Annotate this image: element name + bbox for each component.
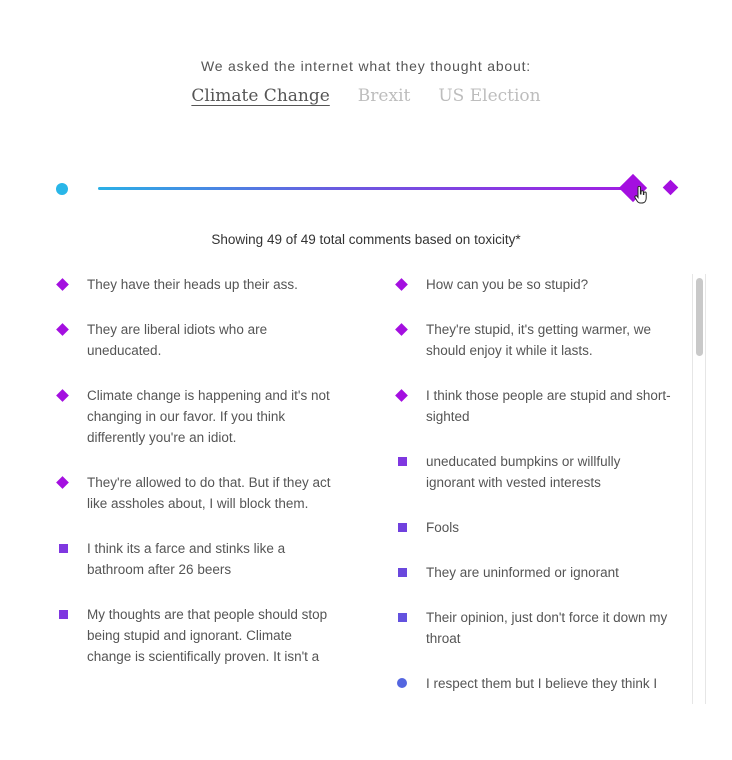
toxicity-diamond-icon	[395, 389, 408, 402]
tab-climate-change[interactable]: Climate Change	[191, 86, 330, 106]
comment-item: I think those people are stupid and shor…	[389, 385, 679, 427]
toxicity-diamond-icon	[56, 278, 69, 291]
comment-item: Their opinion, just don't force it down …	[389, 607, 679, 649]
comments-scrollbar[interactable]	[692, 274, 706, 704]
comment-text: I think its a farce and stinks like a ba…	[87, 541, 286, 577]
comment-text: How can you be so stupid?	[426, 277, 589, 292]
toxicity-diamond-icon	[395, 278, 408, 291]
comment-item: They have their heads up their ass.	[50, 274, 340, 295]
comment-text: Fools	[426, 520, 460, 535]
comment-text: They're stupid, it's getting warmer, we …	[426, 322, 651, 358]
comment-item: My thoughts are that people should stop …	[50, 604, 340, 667]
toxicity-square-icon	[398, 613, 407, 622]
comment-text: Climate change is happening and it's not…	[87, 388, 330, 445]
toxicity-square-icon	[398, 523, 407, 532]
topic-tabs: Climate Change Brexit US Election	[0, 86, 732, 106]
hand-cursor-icon	[634, 186, 647, 204]
comments-column-left: They have their heads up their ass. They…	[50, 274, 340, 691]
comment-text: Their opinion, just don't force it down …	[426, 610, 668, 646]
low-toxicity-dot-icon	[56, 183, 68, 195]
comment-item: Climate change is happening and it's not…	[50, 385, 340, 448]
comment-item: They're allowed to do that. But if they …	[50, 472, 340, 514]
comments-list: They have their heads up their ass. They…	[50, 274, 706, 704]
toxicity-circle-icon	[397, 678, 407, 688]
comment-text: They have their heads up their ass.	[87, 277, 298, 292]
comments-column-right: How can you be so stupid? They're stupid…	[389, 274, 679, 704]
comment-item: Fools	[389, 517, 679, 538]
comment-text: My thoughts are that people should stop …	[87, 607, 328, 664]
comment-item: I think its a farce and stinks like a ba…	[50, 538, 340, 580]
scrollbar-thumb[interactable]	[696, 278, 703, 356]
comment-item: They are uninformed or ignorant	[389, 562, 679, 583]
toxicity-diamond-icon	[395, 323, 408, 336]
comment-item: How can you be so stupid?	[389, 274, 679, 295]
comment-text: I respect them but I believe they think …	[426, 676, 658, 691]
showing-count-text: Showing 49 of 49 total comments based on…	[211, 232, 521, 247]
toxicity-diamond-icon	[56, 389, 69, 402]
toxicity-square-icon	[398, 568, 407, 577]
toxicity-square-icon	[59, 610, 68, 619]
comment-text: They are liberal idiots who are uneducat…	[87, 322, 268, 358]
toxicity-diamond-icon	[56, 476, 69, 489]
tab-brexit[interactable]: Brexit	[357, 86, 411, 106]
slider-track[interactable]	[98, 187, 634, 190]
toxicity-square-icon	[398, 457, 407, 466]
toxicity-slider[interactable]	[50, 170, 690, 210]
toxicity-square-icon	[59, 544, 68, 553]
high-toxicity-diamond-icon	[662, 179, 679, 196]
comment-item: uneducated bumpkins or willfully ignoran…	[389, 451, 679, 493]
comment-text: I think those people are stupid and shor…	[426, 388, 671, 424]
comment-text: They're allowed to do that. But if they …	[87, 475, 331, 511]
comment-item: They are liberal idiots who are uneducat…	[50, 319, 340, 361]
tab-us-election[interactable]: US Election	[438, 86, 541, 106]
toxicity-diamond-icon	[56, 323, 69, 336]
comment-text: They are uninformed or ignorant	[426, 565, 619, 580]
comment-item: I respect them but I believe they think …	[389, 673, 679, 694]
comment-text: uneducated bumpkins or willfully ignoran…	[426, 454, 621, 490]
comment-item: They're stupid, it's getting warmer, we …	[389, 319, 679, 361]
intro-text: We asked the internet what they thought …	[201, 58, 531, 74]
